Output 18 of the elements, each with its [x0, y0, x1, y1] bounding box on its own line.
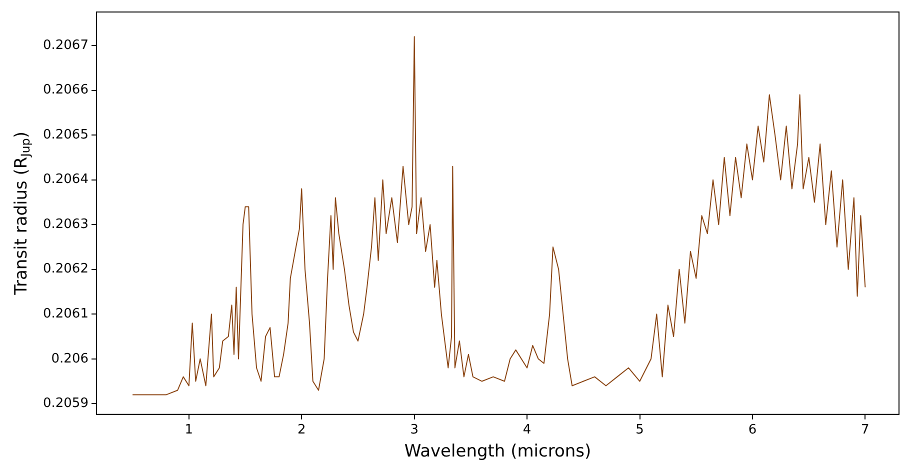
x-tick-label: 6: [748, 422, 757, 438]
y-tick-label: 0.2062: [42, 262, 88, 277]
x-axis-title: Wavelength (microns): [404, 441, 592, 462]
y-tick-label: 0.2063: [42, 216, 88, 232]
y-tick-label: 0.2061: [42, 306, 88, 322]
x-tick-label: 7: [861, 422, 870, 438]
x-tick-label: 1: [184, 422, 194, 438]
y-tick-label: 0.2064: [42, 172, 88, 188]
y-tick-label: 0.206: [51, 351, 88, 366]
y-axis-title: Transit radius (RJup): [11, 132, 32, 296]
y-tick-label: 0.2065: [42, 127, 88, 142]
y-tick-label: 0.2066: [42, 82, 88, 98]
x-tick-label: 2: [297, 422, 306, 438]
x-tick-label: 4: [522, 422, 532, 438]
x-tick-label: 5: [636, 422, 644, 438]
y-tick-label: 0.2067: [42, 38, 88, 53]
x-tick-label: 3: [410, 422, 418, 438]
y-tick-label: 0.2059: [42, 396, 88, 412]
